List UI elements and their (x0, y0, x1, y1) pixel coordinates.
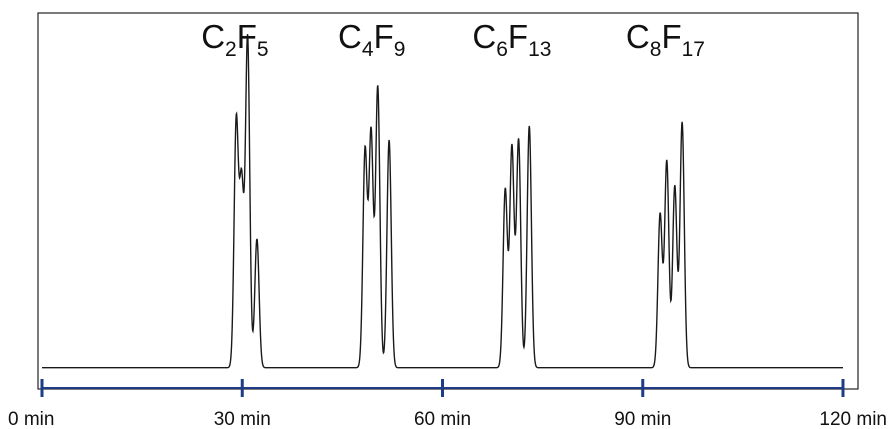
plot-frame (37, 12, 859, 390)
subscript: 6 (496, 38, 508, 61)
time-axis-ticks: 0 min 30 min 60 min 90 min 120 min (8, 379, 887, 429)
x-tick-label: 120 min (819, 409, 887, 429)
subscript: 2 (225, 38, 237, 61)
subscript: 13 (528, 38, 551, 61)
peak-label-c6f13: C6F13 (472, 18, 551, 61)
element-symbol: F (661, 18, 681, 55)
peak-label-c2f5: C2F5 (201, 18, 268, 61)
x-tick-label: 60 min (414, 409, 471, 429)
element-symbol: C (472, 18, 496, 55)
x-tick-label: 0 min (8, 409, 54, 429)
x-tick-label: 30 min (214, 409, 271, 429)
peak-label-c4f9: C4F9 (338, 18, 405, 61)
element-symbol: C (201, 18, 225, 55)
subscript: 5 (257, 38, 269, 61)
peak-labels: C2F5 C4F9 C6F13 C8F17 (201, 18, 705, 61)
subscript: 9 (394, 38, 406, 61)
subscript: 4 (362, 38, 374, 61)
peak-label-c8f17: C8F17 (626, 18, 705, 61)
element-symbol: F (508, 18, 528, 55)
subscript: 8 (650, 38, 662, 61)
element-symbol: C (338, 18, 362, 55)
x-tick-label: 90 min (614, 409, 671, 429)
element-symbol: F (374, 18, 394, 55)
subscript: 17 (682, 38, 705, 61)
chromatogram-trace (42, 34, 843, 369)
element-symbol: F (237, 18, 257, 55)
element-symbol: C (626, 18, 650, 55)
